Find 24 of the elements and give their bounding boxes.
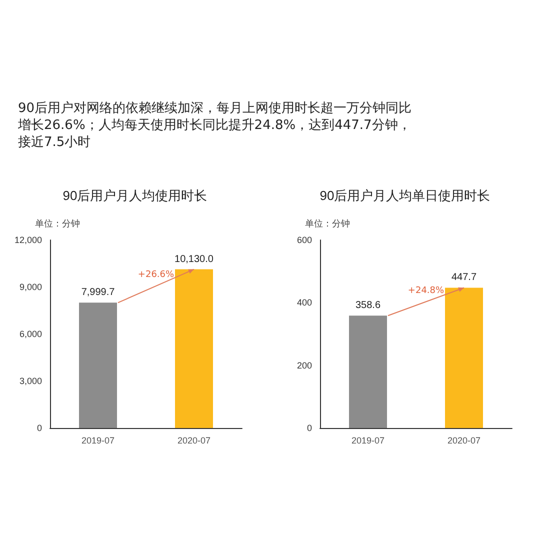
y-tick-label: 0 <box>306 423 312 433</box>
annotation: +26.6% <box>138 270 174 280</box>
y-tick-label: 600 <box>296 235 312 245</box>
y-tick-label: 3,000 <box>19 376 42 386</box>
y-axis-title: 单位：分钟 <box>305 218 350 228</box>
data-label: 10,130.0 <box>174 254 214 265</box>
data-label: 358.6 <box>355 300 381 312</box>
y-axis-title: 单位：分钟 <box>35 218 80 228</box>
y-tick-label: 6,000 <box>19 329 42 339</box>
y-tick-label: 400 <box>296 298 312 308</box>
x-tick-label: 2019-07 <box>81 436 115 446</box>
x-tick-label: 2019-07 <box>351 436 385 446</box>
x-tick-label: 2020-07 <box>177 436 211 446</box>
y-tick-label: 200 <box>296 360 312 370</box>
x-tick-label: 2020-07 <box>447 436 481 446</box>
annotation: +24.8% <box>408 286 444 296</box>
y-tick-label: 9,000 <box>19 282 42 292</box>
y-tick-label: 0 <box>36 423 42 433</box>
data-label: 447.7 <box>451 272 477 284</box>
chart-title: 90后用户月人均使用时长 <box>62 188 208 203</box>
y-tick-label: 12,000 <box>14 235 42 245</box>
data-label: 7,999.7 <box>81 287 116 298</box>
text: 90后用户对网络的依赖继续加深，每月上网使用时长超一万分钟同比增长26.6%；人均每天使用时长同比提升24.8%，达到447.7分钟，接近7.5小时 <box>18 100 413 151</box>
chart-title: 90后用户月人均单日使用时长 <box>320 188 490 203</box>
